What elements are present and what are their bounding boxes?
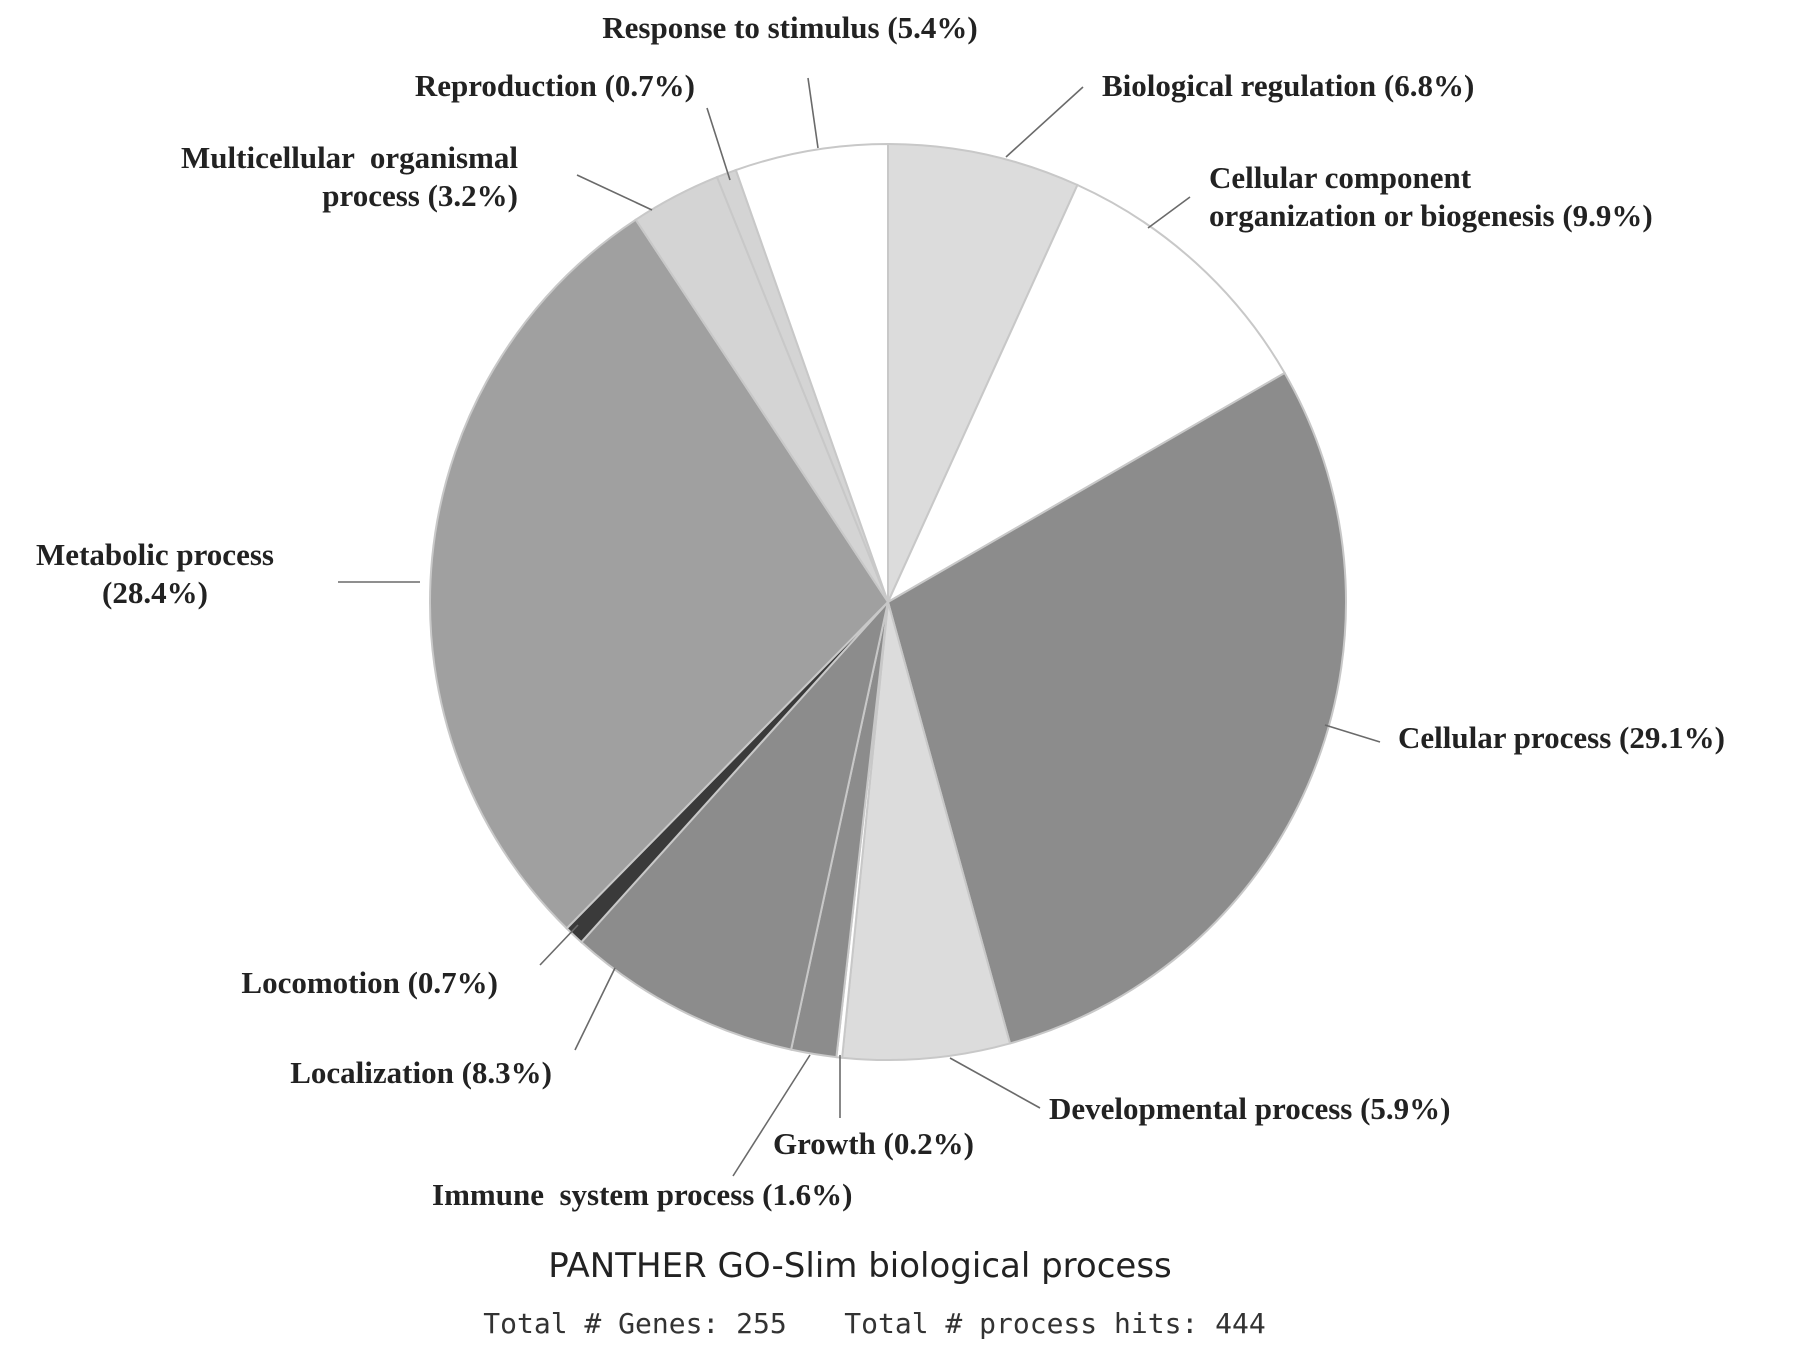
slice-label-line: Reproduction (0.7%)	[415, 68, 695, 103]
slice-label-response-to-stimulus: Response to stimulus (5.4%)	[602, 10, 977, 45]
slice-label-developmental-process: Developmental process (5.9%)	[1049, 1091, 1451, 1126]
pie-slice-biological-regulation	[887, 142, 1079, 603]
slice-label-immune-system-process: Immune system process (1.6%)	[432, 1177, 852, 1212]
slice-label-line: Developmental process (5.9%)	[1049, 1091, 1451, 1126]
pie-slice-metabolic-process	[429, 218, 890, 930]
slice-label-growth: Growth (0.2%)	[773, 1126, 974, 1161]
slice-label-line: Cellular process (29.1%)	[1398, 720, 1725, 755]
pie-slice-cellular-component-organization-or-biogenesis	[885, 183, 1287, 605]
leader-line-locomotion	[539, 924, 579, 966]
slice-label-locomotion: Locomotion (0.7%)	[241, 965, 498, 1000]
slice-label-cellular-process: Cellular process (29.1%)	[1398, 720, 1725, 755]
slice-label-line: Multicellular organismal	[181, 140, 518, 175]
slice-label-line: Locomotion (0.7%)	[241, 965, 498, 1000]
slice-label-line: Biological regulation (6.8%)	[1102, 68, 1474, 103]
slice-label-cellular-component-organization-or-biogenesis: Cellular component organization or biogen…	[1209, 160, 1653, 233]
total-hits-label: Total # process hits: 444	[844, 1307, 1265, 1340]
pie-slice-localization	[579, 598, 890, 1051]
leader-lines	[338, 77, 1381, 1177]
slice-label-biological-regulation: Biological regulation (6.8%)	[1102, 68, 1474, 103]
leader-line-response-to-stimulus	[807, 77, 819, 149]
slice-label-line: Localization (8.3%)	[290, 1055, 552, 1090]
slice-label-line: Growth (0.2%)	[773, 1126, 974, 1161]
slice-labels: Biological regulation (6.8%) Cellular com…	[36, 10, 1725, 1212]
total-genes-label: Total # Genes: 255	[483, 1307, 786, 1340]
slice-label-line: process (3.2%)	[322, 178, 518, 213]
leader-line-cellular-component-organization-or-biogenesis	[1147, 196, 1191, 229]
slice-label-line: (28.4%)	[102, 575, 208, 610]
slice-label-localization: Localization (8.3%)	[290, 1055, 552, 1090]
slice-label-metabolic-process: Metabolic process (28.4%)	[36, 537, 274, 610]
pie-slices	[429, 142, 1347, 1061]
pie-slice-developmental-process	[841, 601, 1012, 1061]
leader-line-biological-regulation	[1005, 86, 1084, 158]
slice-label-line: Cellular component	[1209, 160, 1472, 195]
leader-line-developmental-process	[949, 1057, 1041, 1109]
leader-line-localization	[574, 967, 616, 1051]
slice-label-line: Immune system process (1.6%)	[432, 1177, 852, 1212]
slice-label-line: Response to stimulus (5.4%)	[602, 10, 977, 45]
chart-title: PANTHER GO-Slim biological process	[548, 1246, 1172, 1286]
slice-label-reproduction: Reproduction (0.7%)	[415, 68, 695, 103]
slice-label-line: organization or biogenesis (9.9%)	[1209, 198, 1653, 233]
leader-line-cellular-process	[1324, 724, 1381, 743]
slice-label-multicellular-organismal-process: Multicellular organismal process (3.2%)	[181, 140, 518, 213]
pie-slice-response-to-stimulus	[734, 142, 889, 603]
leader-line-multicellular-organismal-process	[576, 174, 653, 211]
slice-label-line: Metabolic process	[36, 537, 274, 572]
leader-line-immune-system-process	[732, 1054, 811, 1177]
leader-line-reproduction	[706, 107, 731, 181]
pie-slice-cellular-process	[886, 371, 1347, 1045]
